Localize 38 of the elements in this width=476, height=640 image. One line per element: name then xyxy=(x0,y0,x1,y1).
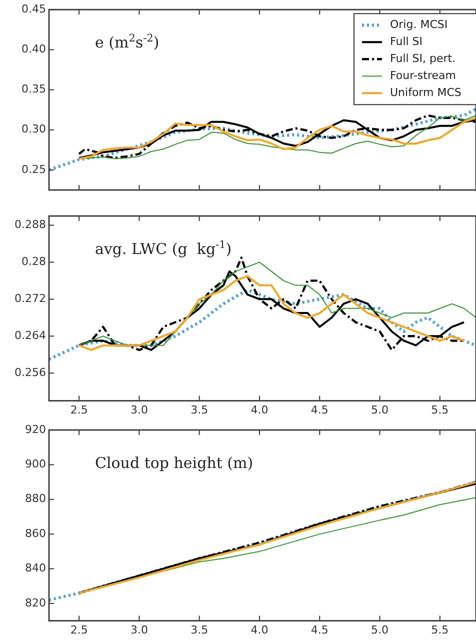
y-tick-label: 0.288 xyxy=(14,218,46,232)
y-tick-label: 880 xyxy=(25,492,46,506)
legend-label: Uniform MCS xyxy=(390,86,462,99)
y-tick-label: 0.264 xyxy=(14,328,46,342)
x-tick-label: 4.5 xyxy=(310,403,328,416)
x-tick-label: 3.0 xyxy=(130,403,148,416)
x-tick-label: 4.0 xyxy=(250,403,268,416)
y-tick-label: 920 xyxy=(25,422,46,436)
y-tick-label: 0.35 xyxy=(22,82,46,96)
text: Cloud top height (m) xyxy=(95,454,254,472)
x-tick-label: 5.0 xyxy=(371,403,389,416)
x-tick-label: 2.5 xyxy=(70,623,88,636)
x-tick-label: 3.0 xyxy=(130,623,148,636)
y-tick-label: 0.30 xyxy=(22,122,46,136)
legend-label: Full SI xyxy=(390,34,423,48)
y-tick-label: 860 xyxy=(25,526,46,540)
line-series xyxy=(49,288,476,361)
y-tick-label: 820 xyxy=(25,596,46,610)
x-tick-label: 4.0 xyxy=(250,623,268,636)
y-tick-label: 900 xyxy=(25,458,46,471)
legend-label: Orig. MCSI xyxy=(390,18,448,31)
x-tick-label: 3.5 xyxy=(190,623,208,636)
y-tick-label: 0.28 xyxy=(22,255,46,268)
line-series xyxy=(49,108,476,172)
x-tick-label: 4.5 xyxy=(310,623,328,636)
y-tick-label: 0.40 xyxy=(22,42,46,56)
x-tick-label: 3.5 xyxy=(190,403,208,416)
y-tick-label: 0.256 xyxy=(14,366,46,379)
legend-label: Four-stream xyxy=(390,68,456,82)
y-tick-label: 0.272 xyxy=(14,292,46,306)
x-tick-label: 5.0 xyxy=(371,623,389,636)
x-tick-label: 2.5 xyxy=(70,403,88,416)
legend-label: Full SI, pert. xyxy=(390,52,456,65)
x-tick-label: 5.5 xyxy=(431,403,449,416)
x-tick-label: 5.5 xyxy=(431,623,449,636)
y-tick-label: 0.25 xyxy=(22,162,46,176)
y-tick-label: 0.45 xyxy=(22,2,46,16)
y-tick-label: 840 xyxy=(25,562,46,575)
